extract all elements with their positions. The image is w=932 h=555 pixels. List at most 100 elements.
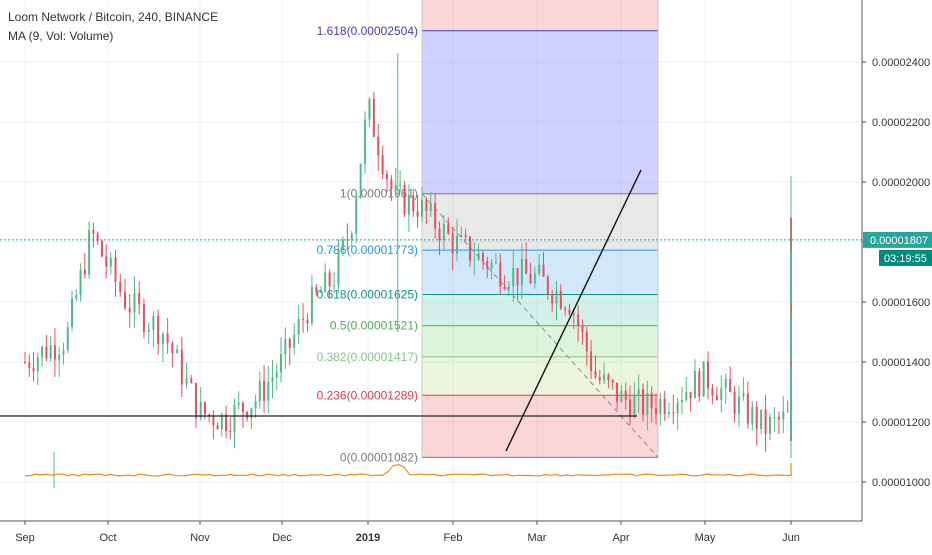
candle-body bbox=[328, 272, 331, 287]
candle-body bbox=[646, 393, 649, 415]
candle-body bbox=[216, 425, 219, 430]
fib-band-0.786 bbox=[422, 193, 658, 251]
fib-label-0.236: 0.236(0.00001289) bbox=[317, 388, 418, 402]
candle-body bbox=[473, 259, 476, 261]
candle-body bbox=[751, 406, 754, 424]
candle-body bbox=[66, 327, 69, 351]
candle-body bbox=[92, 229, 95, 234]
candle-body bbox=[676, 402, 679, 414]
fib-band-0.382 bbox=[422, 325, 658, 357]
candle-body bbox=[114, 257, 117, 282]
candle-body bbox=[180, 349, 183, 385]
candle-body bbox=[559, 290, 562, 309]
time-tick-label: Oct bbox=[99, 532, 116, 544]
candle-body bbox=[546, 276, 549, 295]
candle-body bbox=[629, 399, 632, 418]
candle-body bbox=[45, 346, 48, 359]
candle-body bbox=[109, 257, 112, 267]
candle-body bbox=[203, 402, 206, 415]
candle-body bbox=[416, 211, 419, 217]
candle-body bbox=[364, 119, 367, 164]
candle-body bbox=[412, 195, 415, 212]
fibonacci-retracement[interactable]: 1.618(0.00002504) 1(0.00001961) 0.786(0.00… bbox=[317, 0, 659, 464]
indicator-title[interactable]: MA (9, Vol: Volume) bbox=[8, 29, 114, 43]
candle-body bbox=[96, 233, 99, 241]
candle-body bbox=[594, 371, 597, 378]
fib-band-1 bbox=[422, 30, 658, 194]
candle-body bbox=[568, 309, 571, 314]
candle-body bbox=[585, 331, 588, 352]
price-tick-label: 0.00002200 bbox=[872, 117, 930, 129]
chart-legend: Loom Network / Bitcoin, 240, BINANCE MA … bbox=[8, 8, 218, 46]
candle-body bbox=[128, 308, 131, 313]
candle-body bbox=[58, 354, 61, 360]
candle-body bbox=[581, 325, 584, 332]
candle-body bbox=[494, 262, 497, 264]
candle-body bbox=[71, 298, 74, 328]
candle-body bbox=[310, 287, 313, 324]
candle-body bbox=[237, 402, 240, 405]
price-tick-label: 0.00001200 bbox=[872, 417, 930, 429]
volume-ma bbox=[24, 463, 792, 477]
candle-body bbox=[176, 349, 179, 354]
candle-body bbox=[190, 378, 193, 383]
candle-body bbox=[477, 253, 480, 260]
candle-body bbox=[490, 262, 493, 269]
candle-body bbox=[171, 343, 174, 354]
candle-body bbox=[603, 374, 606, 381]
candle-body bbox=[468, 236, 471, 261]
candle-body bbox=[49, 345, 52, 359]
price-tick-label: 0.00002400 bbox=[872, 57, 930, 69]
candle-body bbox=[315, 287, 318, 293]
candle-body bbox=[372, 99, 375, 137]
time-tick-label: May bbox=[695, 532, 716, 544]
time-axis[interactable]: Sep Oct Nov Dec 2019 Feb Mar Apr May Jun bbox=[0, 520, 862, 544]
candle-body bbox=[782, 411, 785, 420]
candle-body bbox=[133, 293, 136, 313]
candle-body bbox=[119, 281, 122, 293]
countdown-label: 03:19:55 bbox=[884, 253, 927, 265]
candle-body bbox=[233, 404, 236, 432]
candle-body bbox=[368, 99, 371, 120]
candle-body bbox=[41, 346, 44, 358]
candle-body bbox=[746, 393, 749, 424]
candle-body bbox=[486, 261, 489, 269]
drawings[interactable] bbox=[0, 169, 862, 452]
candle-body bbox=[637, 388, 640, 397]
candle-body bbox=[377, 136, 380, 156]
candle-body bbox=[346, 239, 349, 241]
candle-body bbox=[663, 398, 666, 414]
candle-body bbox=[737, 396, 740, 414]
candle-body bbox=[359, 163, 362, 198]
candle-body bbox=[36, 357, 39, 371]
volume-ma-line bbox=[24, 463, 792, 477]
candle-body bbox=[650, 393, 653, 408]
candle-body bbox=[319, 292, 322, 294]
symbol-title[interactable]: Loom Network / Bitcoin, 240, BINANCE bbox=[8, 10, 219, 24]
candle-body bbox=[254, 401, 257, 409]
candle-body bbox=[62, 350, 65, 355]
candle-body bbox=[390, 179, 393, 190]
candle-body bbox=[742, 393, 745, 397]
candle-body bbox=[729, 379, 732, 392]
candle-body bbox=[333, 285, 336, 287]
candle-body bbox=[185, 378, 188, 385]
candle-body bbox=[355, 197, 358, 234]
candle-body bbox=[693, 371, 696, 399]
candle-body bbox=[715, 395, 718, 401]
candle-body bbox=[786, 411, 789, 413]
candle-body bbox=[399, 184, 402, 186]
candle-body bbox=[455, 235, 458, 254]
candle-body bbox=[241, 402, 244, 412]
candle-body bbox=[250, 408, 253, 419]
fib-label-0.786: 0.786(0.00001773) bbox=[317, 243, 418, 257]
candle-body bbox=[429, 203, 432, 212]
ascending-trendline bbox=[505, 169, 642, 452]
candle-body bbox=[79, 269, 82, 296]
candle-body bbox=[284, 338, 287, 355]
candle-body bbox=[142, 304, 145, 333]
price-axis[interactable]: 0.000024000.000022000.000020000.00001800… bbox=[861, 0, 932, 521]
candle-body bbox=[642, 388, 645, 415]
time-tick-label: Sep bbox=[15, 532, 35, 544]
